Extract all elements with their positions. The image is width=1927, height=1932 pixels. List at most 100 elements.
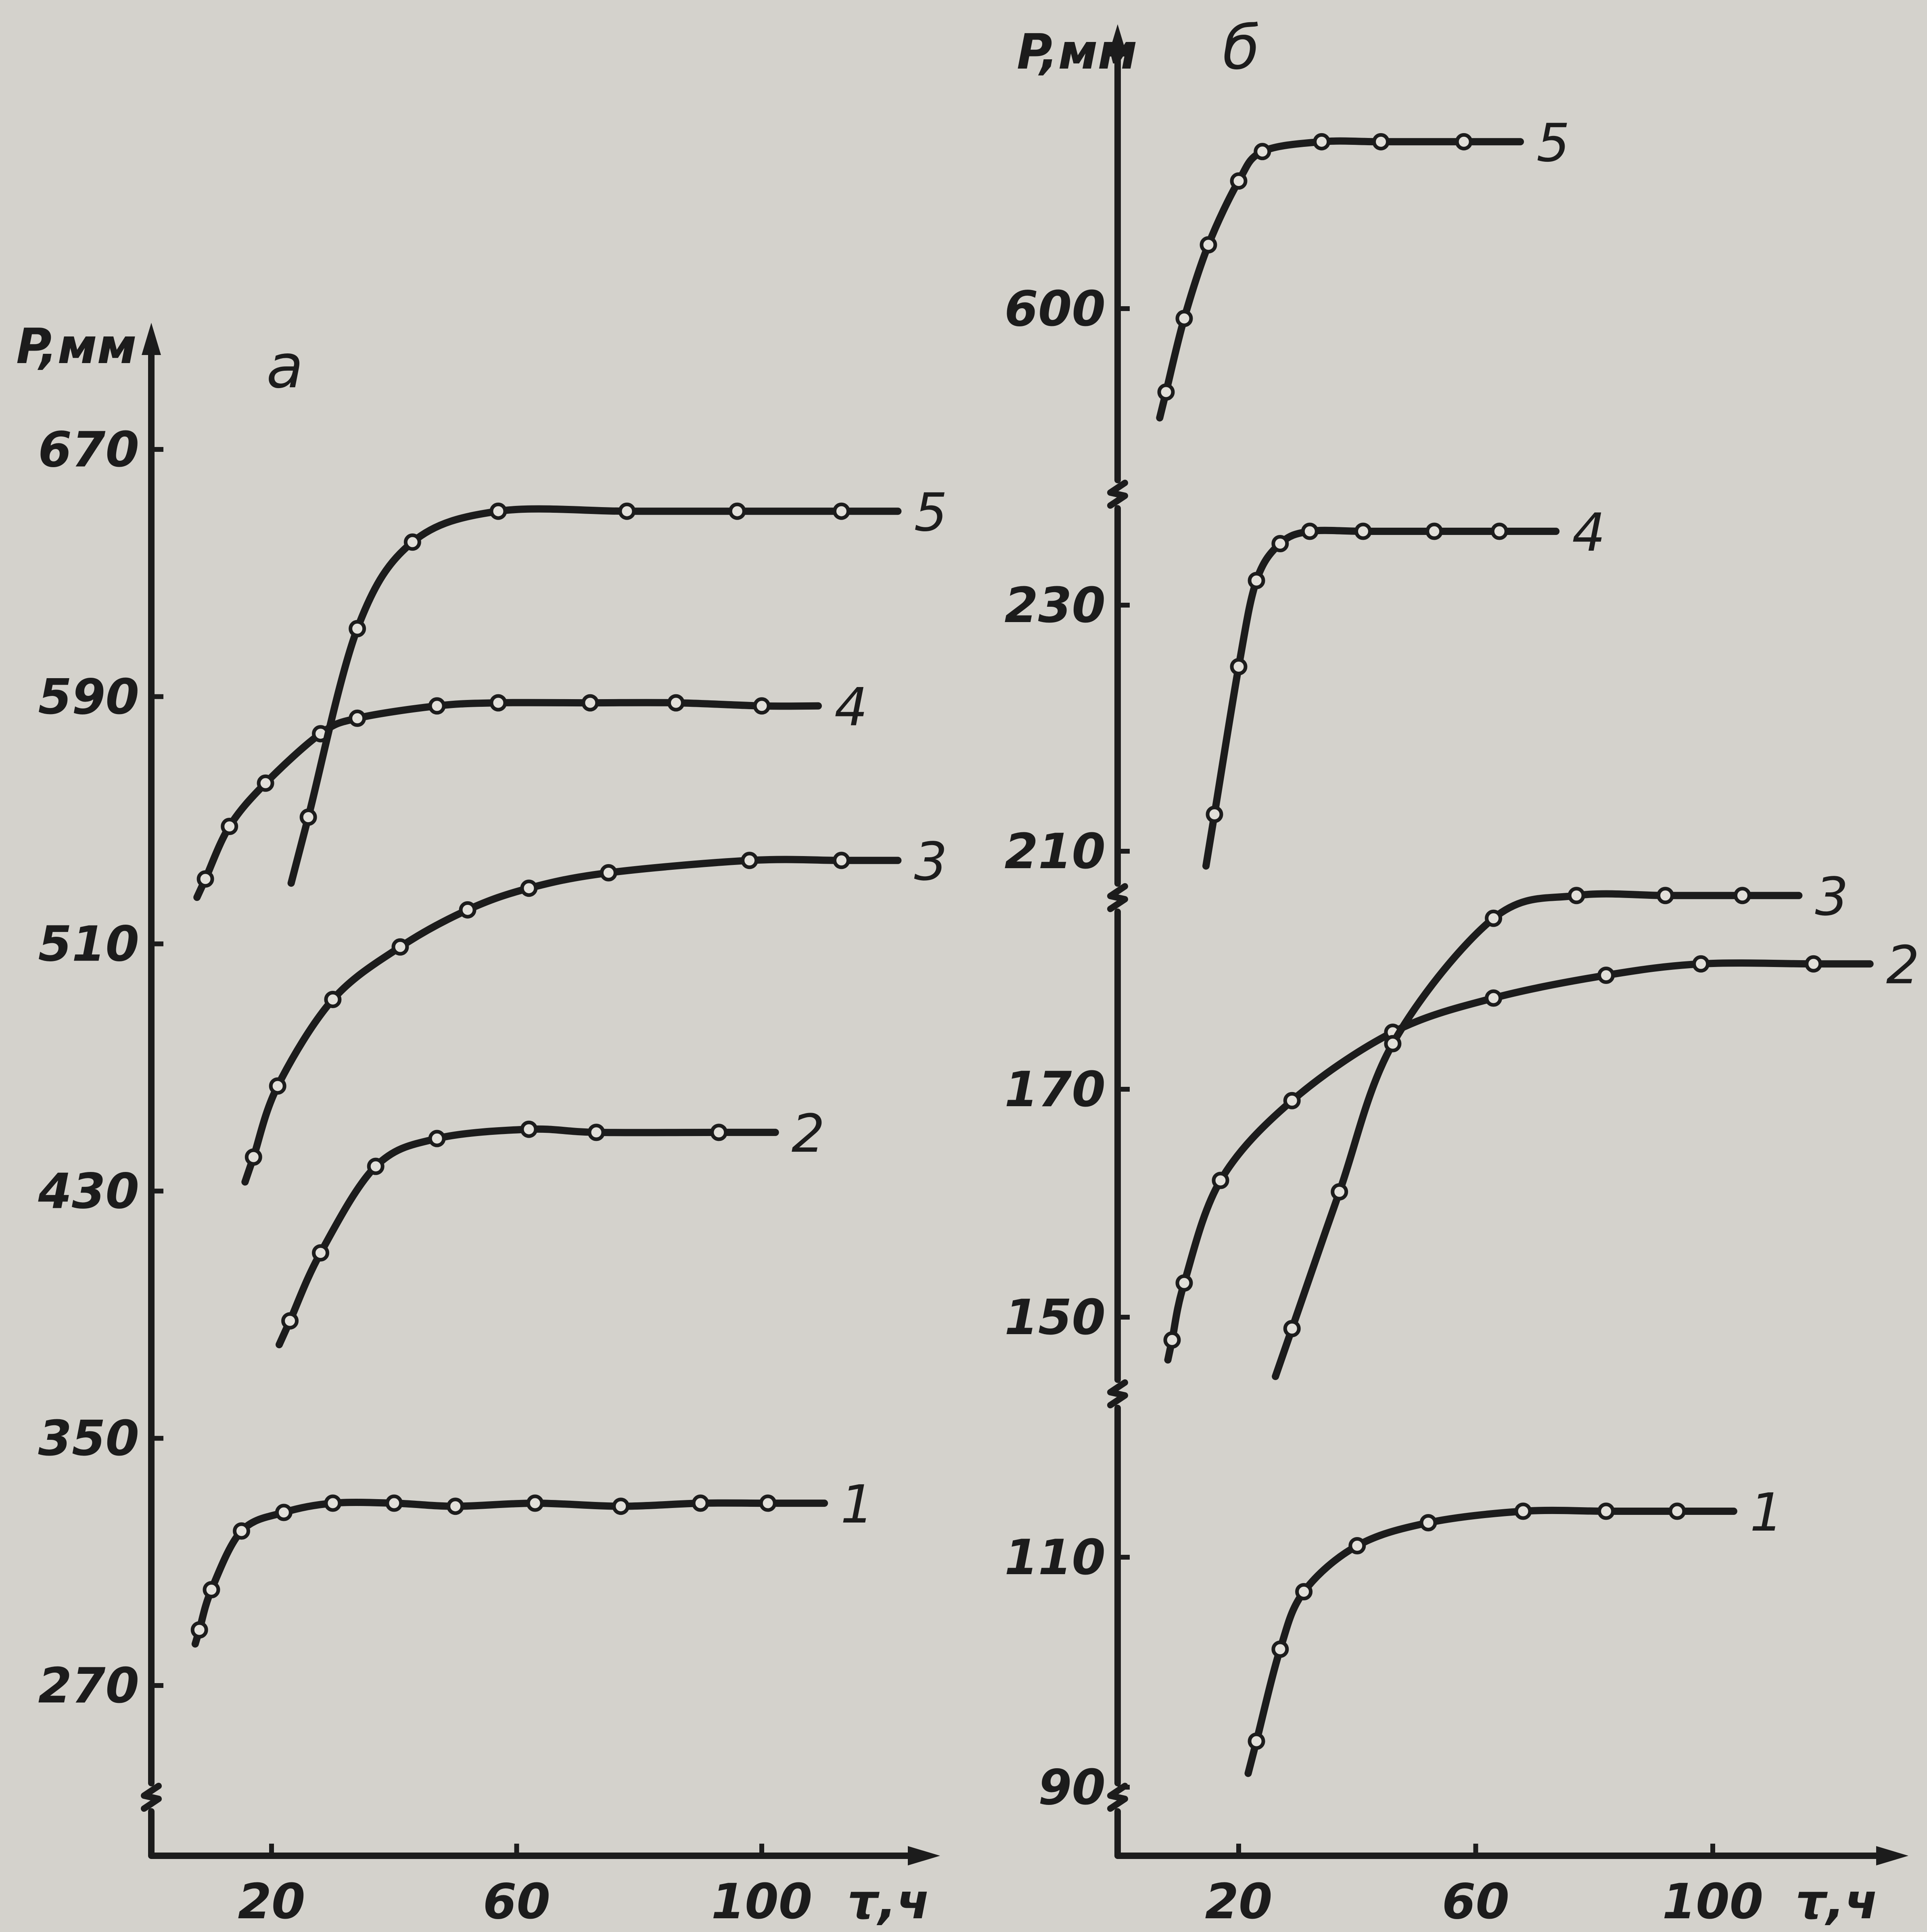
series-2-point [587, 1124, 605, 1141]
series-3-point [1568, 887, 1585, 904]
series-5-label: 5 [914, 482, 947, 543]
panel-a: 270 350 430 510 590 670 20 60 100 P,мм τ,ч a 1 2 3 4 5 [16, 319, 947, 1930]
series-3-point [459, 901, 477, 919]
series-5-point [832, 502, 850, 520]
series-4-label: 4 [834, 677, 868, 738]
series-5-line [1156, 137, 1524, 422]
series-1-point [447, 1498, 464, 1515]
series-5-point [1313, 133, 1331, 150]
series-1-point [526, 1494, 544, 1512]
y-tick-label: 430 [38, 1163, 140, 1220]
series-3-point [391, 938, 409, 956]
y-tick-label: 350 [38, 1411, 140, 1467]
axis-break [1107, 883, 1128, 912]
series-5-point [1157, 383, 1175, 401]
y-tick-label: 170 [1005, 1062, 1106, 1118]
x-axis [1114, 1808, 1900, 1859]
y-tick-label: 670 [38, 422, 140, 478]
series-5-point [1230, 172, 1248, 190]
series-3-point [1485, 909, 1503, 927]
series-1-point [233, 1522, 250, 1540]
panel-label: б [1223, 13, 1260, 83]
series-2-point [1163, 1331, 1181, 1349]
series-3-point [741, 852, 759, 869]
series-1-point [385, 1494, 403, 1512]
series-3-label: 3 [914, 831, 947, 892]
series-4-label: 4 [1572, 502, 1605, 563]
series-3-line [1272, 890, 1803, 1380]
y-tick-label: 590 [38, 669, 140, 725]
y-tick-label: 230 [1005, 578, 1106, 634]
series-2-point [367, 1157, 385, 1175]
series-5-point [1175, 309, 1193, 327]
series-3-point [832, 852, 850, 869]
series-1-point [203, 1581, 220, 1599]
series-2-label: 2 [1886, 934, 1920, 996]
series-1-point [275, 1504, 293, 1521]
series-5-point [1254, 143, 1271, 161]
x-tick-label: 60 [483, 1874, 550, 1930]
series-2-line [276, 1125, 779, 1349]
y-tick-label: 110 [1005, 1530, 1106, 1586]
series-4-line [193, 699, 822, 901]
y-tick-label: 210 [1005, 824, 1106, 880]
series-5-point [349, 620, 366, 637]
series-5-point [618, 502, 636, 520]
series-1-point [190, 1621, 208, 1639]
axis-break [1107, 1379, 1128, 1408]
series-2-point [1692, 955, 1710, 973]
y-tick-label: 510 [38, 917, 140, 973]
series-3-point [600, 864, 617, 881]
series-4-point [1206, 806, 1223, 823]
series-1-point [1597, 1502, 1615, 1520]
series-2-point [428, 1130, 446, 1147]
series-2-point [281, 1312, 299, 1330]
series-4-point [257, 774, 274, 792]
y-tick-label: 90 [1038, 1760, 1106, 1816]
axis-break [1107, 1783, 1128, 1812]
series-1-line [191, 1499, 828, 1648]
series-1-label: 1 [1750, 1482, 1783, 1543]
series-5-point [728, 502, 746, 520]
series-1-point [759, 1494, 777, 1512]
y-axis-arrow [1108, 24, 1127, 56]
x-axis-label: τ,ч [847, 1874, 930, 1930]
series-3-point [269, 1077, 286, 1095]
series-3-label: 3 [1815, 866, 1848, 927]
series-4-point [221, 818, 238, 835]
series-1-point [612, 1498, 630, 1515]
series-4-point [489, 694, 507, 712]
x-tick-label: 20 [1205, 1874, 1273, 1930]
series-4-point [1230, 658, 1248, 675]
x-tick-label: 100 [1662, 1874, 1764, 1930]
y-axis-label: P,мм [1017, 24, 1137, 80]
series-5-point [1455, 133, 1473, 150]
x-axis [148, 1808, 931, 1859]
y-tick-label: 150 [1005, 1290, 1106, 1346]
series-2-line [1164, 959, 1874, 1364]
series-3-point [1384, 1035, 1402, 1053]
x-tick-label: 60 [1442, 1874, 1509, 1930]
series-5-point [1372, 133, 1390, 150]
series-1-point [324, 1494, 342, 1512]
series-2-point [312, 1244, 329, 1262]
series-5-label: 5 [1536, 112, 1570, 173]
series-5-point [1200, 236, 1217, 254]
series-4-point [581, 694, 599, 712]
series-4-point [1490, 522, 1508, 540]
series-2-point [1212, 1172, 1229, 1189]
x-axis-label: τ,ч [1795, 1874, 1878, 1930]
series-1-point [1668, 1502, 1686, 1520]
series-3-point [1657, 887, 1674, 904]
series-1-point [1419, 1514, 1437, 1531]
series-4-point [1248, 572, 1265, 589]
x-axis-arrow [1876, 1846, 1908, 1865]
series-2-point [1597, 967, 1615, 984]
series-1-point [1348, 1537, 1366, 1554]
y-tick-label: 600 [1005, 281, 1106, 337]
series-2-point [1805, 955, 1822, 973]
series-2-point [520, 1120, 538, 1138]
series-1-point [1248, 1732, 1265, 1750]
